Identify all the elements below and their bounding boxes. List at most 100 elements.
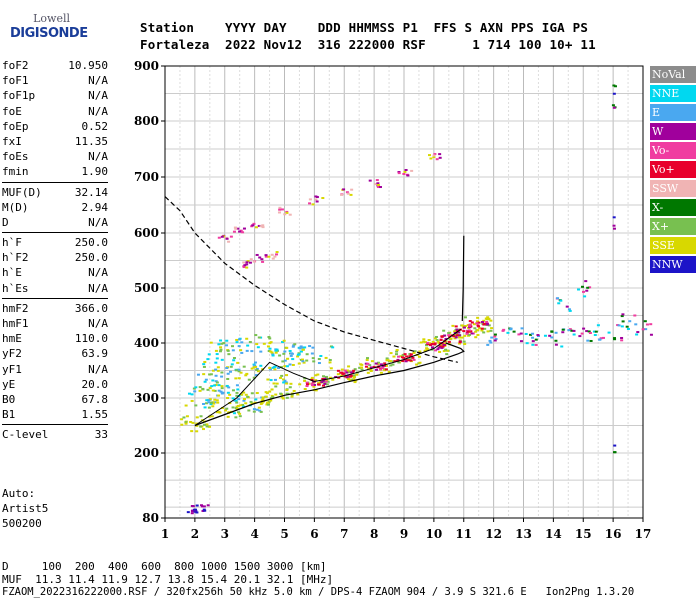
echo-point <box>220 375 224 378</box>
echo-point <box>274 385 278 388</box>
echo-point <box>592 330 596 333</box>
param-value: 0.52 <box>81 119 109 133</box>
echo-point <box>206 388 210 391</box>
echo-point <box>412 358 416 361</box>
echo-point <box>408 355 412 358</box>
echo-point <box>208 415 212 418</box>
echo-point <box>649 323 653 326</box>
echo-point <box>268 368 272 371</box>
echo-point <box>448 335 452 338</box>
echo-point <box>620 339 624 342</box>
echo-point <box>242 227 246 230</box>
echo-point <box>272 382 276 385</box>
echo-point <box>308 345 312 348</box>
echo-point <box>578 335 582 338</box>
echo-point <box>482 319 486 322</box>
echo-point <box>288 386 292 389</box>
param-key: hmF2 <box>2 301 29 315</box>
echo-point <box>370 360 374 363</box>
echo-point <box>216 369 220 372</box>
echo-point <box>368 179 372 182</box>
echo-point <box>305 353 309 356</box>
echo-point <box>249 400 253 403</box>
echo-point <box>217 394 221 397</box>
param-row: C-level 33 <box>2 427 108 442</box>
x-tick-label: 12 <box>485 527 502 541</box>
echo-point <box>455 334 459 337</box>
echo-point <box>534 338 538 341</box>
echo-point <box>211 405 215 408</box>
echo-point <box>209 373 213 376</box>
param-row: foF2 10.950 <box>2 58 108 73</box>
echo-point <box>397 361 401 364</box>
param-row: D N/A <box>2 215 108 230</box>
echo-point <box>244 402 248 405</box>
echo-point <box>278 208 282 211</box>
echo-point <box>288 213 292 216</box>
echo-point <box>285 389 289 392</box>
param-key: fxI <box>2 134 22 148</box>
echo-point <box>368 364 372 367</box>
echo-point <box>556 297 560 300</box>
echo-point <box>360 366 364 369</box>
echo-point <box>512 330 516 333</box>
echo-point <box>302 361 306 364</box>
echo-point <box>372 365 376 368</box>
echo-point <box>215 357 219 360</box>
echo-point <box>378 364 382 367</box>
echo-point <box>565 305 569 308</box>
echo-point <box>264 254 268 257</box>
echo-point <box>239 404 243 407</box>
param-value: N/A <box>88 150 108 164</box>
echo-point <box>385 357 389 360</box>
param-row: hmF2 366.0 <box>2 301 108 316</box>
echo-point <box>611 104 615 107</box>
echo-point <box>331 346 335 349</box>
echo-point <box>301 360 305 363</box>
echo-point <box>247 409 251 412</box>
param-value: 67.8 <box>81 392 109 406</box>
echo-point <box>397 355 401 358</box>
param-value: N/A <box>88 362 108 376</box>
echo-point <box>488 339 492 342</box>
echo-point <box>347 365 351 368</box>
echo-point <box>233 226 237 229</box>
echo-point <box>213 398 217 401</box>
echo-point <box>301 348 305 351</box>
echo-point <box>476 329 480 332</box>
echo-point <box>203 380 207 383</box>
echo-point <box>215 399 219 402</box>
echo-point <box>572 333 576 336</box>
param-value: 1.90 <box>81 165 109 179</box>
echo-point <box>397 171 401 174</box>
echo-point <box>473 327 477 330</box>
echo-point <box>241 403 245 406</box>
echo-point <box>214 380 218 383</box>
echo-point <box>587 330 591 333</box>
echo-point <box>310 376 314 379</box>
param-value: N/A <box>88 281 108 295</box>
param-row: hmF1 N/A <box>2 316 108 331</box>
legend: NoVal NNE E W Vo- Vo+ SSW X- X+ SSE NNW <box>650 66 696 275</box>
echo-point <box>319 355 323 358</box>
echo-point <box>426 348 430 351</box>
echo-point <box>237 338 241 341</box>
echo-point <box>293 343 297 346</box>
echo-point <box>433 337 437 340</box>
echo-point <box>185 415 189 418</box>
echo-point <box>281 340 285 343</box>
echo-point <box>285 365 289 368</box>
echo-point <box>402 172 406 175</box>
param-value: 1.55 <box>81 408 109 422</box>
echo-point <box>220 385 224 388</box>
echo-point <box>543 334 547 337</box>
echo-point <box>311 203 315 206</box>
echo-point <box>626 327 630 330</box>
echo-point <box>321 377 325 380</box>
echo-point <box>232 230 236 233</box>
echo-point <box>238 412 242 415</box>
echo-point <box>424 349 428 352</box>
echo-point <box>336 369 340 372</box>
echo-point <box>201 505 205 508</box>
echo-point <box>427 339 431 342</box>
